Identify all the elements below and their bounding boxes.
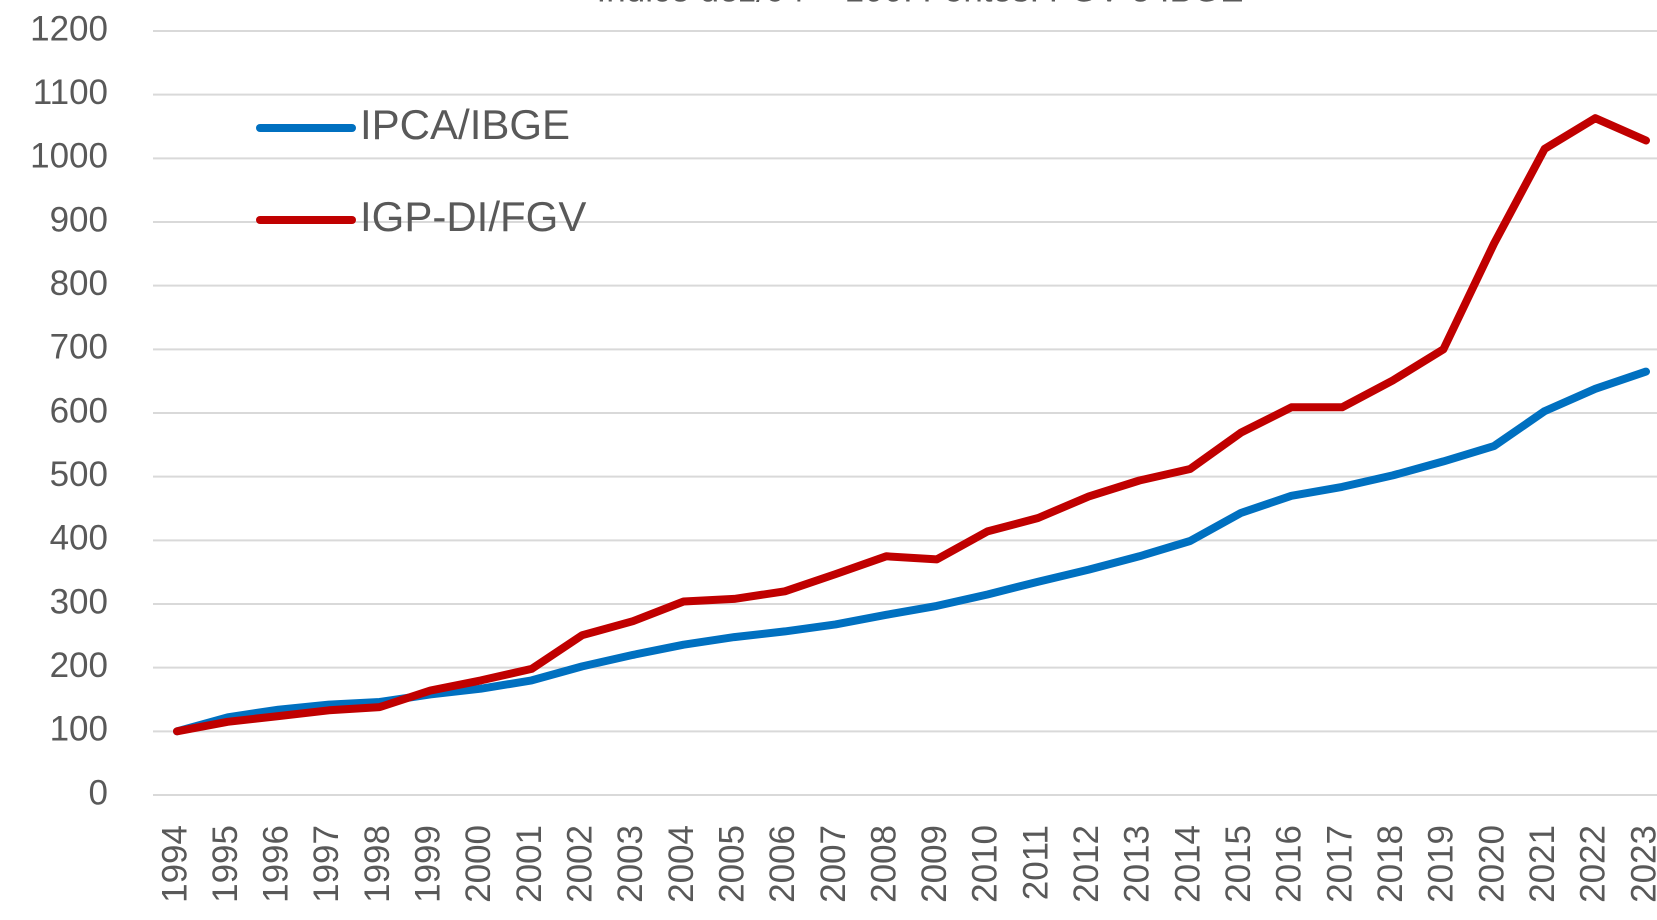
x-tick-label: 1999 [409,825,448,903]
x-tick-label: 2008 [864,825,903,903]
y-tick-label: 300 [50,582,108,621]
x-tick-label: 2009 [915,825,954,903]
x-tick-label: 2010 [966,825,1005,903]
x-tick-label: 2000 [459,825,498,903]
x-tick-label: 2014 [1168,825,1207,903]
x-tick-label: 2002 [560,825,599,903]
y-tick-label: 1100 [33,73,108,112]
x-tick-label: 2006 [763,825,802,903]
x-tick-label: 2019 [1422,825,1461,903]
x-tick-label: 2017 [1320,825,1359,903]
x-tick-label: 2005 [712,825,751,903]
x-tick-label: 2016 [1270,825,1309,903]
x-tick-label: 2021 [1523,825,1562,903]
y-tick-label: 1000 [30,137,108,176]
y-tick-label: 700 [50,328,108,367]
x-tick-label: 2018 [1371,825,1410,903]
x-tick-label: 1998 [358,825,397,903]
x-tick-label: 2003 [611,825,650,903]
x-tick-label: 2020 [1472,825,1511,903]
x-tick-label: 2001 [510,825,549,903]
y-tick-label: 0 [89,773,108,812]
x-tick-label: 2015 [1219,825,1258,903]
x-tick-label: 1995 [206,825,245,903]
legend-label: IGP-DI/FGV [360,193,586,240]
y-tick-label: 500 [50,455,108,494]
x-tick-label: 2012 [1067,825,1106,903]
x-tick-label: 2023 [1624,825,1657,903]
x-tick-label: 1994 [155,825,194,903]
x-tick-label: 1996 [257,825,296,903]
x-tick-label: 1997 [307,825,346,903]
y-tick-label: 200 [50,646,108,685]
y-tick-label: 400 [50,519,108,558]
x-tick-label: 2007 [814,825,853,903]
y-tick-label: 800 [50,264,108,303]
chart-title: Índice dez/94 = 100. Fontes: FGV e IBGE [597,0,1244,9]
y-tick-label: 600 [50,391,108,430]
x-tick-label: 2022 [1574,825,1613,903]
series-line [173,114,1650,736]
x-tick-label: 2013 [1118,825,1157,903]
x-tick-label: 2004 [662,825,701,903]
y-tick-label: 1200 [30,9,108,48]
series-line [173,367,1650,736]
y-tick-label: 900 [50,200,108,239]
y-tick-label: 100 [50,710,108,749]
legend-label: IPCA/IBGE [360,101,570,148]
x-tick-label: 2011 [1016,825,1055,900]
